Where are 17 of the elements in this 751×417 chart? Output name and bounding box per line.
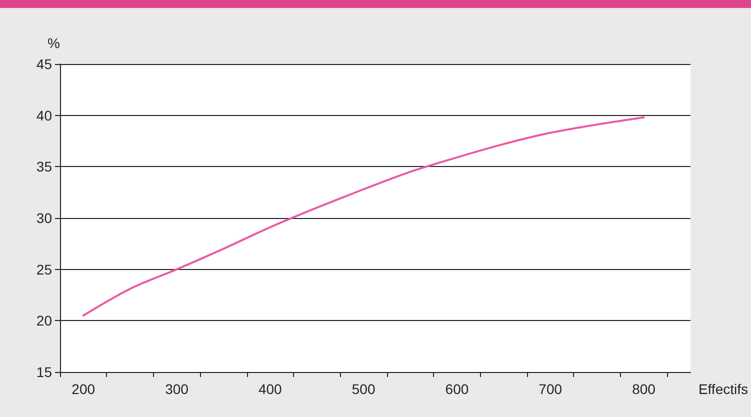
x-tick-label: 500 — [352, 381, 376, 397]
y-tick-label: 25 — [36, 261, 52, 278]
x-tick-label: 600 — [445, 381, 469, 397]
y-tick-label: 20 — [36, 312, 52, 329]
x-tick-label: 700 — [538, 381, 562, 397]
y-axis-title: % — [48, 35, 60, 51]
line-series — [82, 116, 645, 317]
x-tick-label: 800 — [632, 381, 656, 397]
x-axis-title: Effectifs — [698, 381, 748, 397]
y-tick-label: 15 — [36, 364, 52, 380]
y-tick-label: 35 — [36, 158, 52, 175]
y-tick-label: 30 — [36, 210, 52, 226]
x-tick-label: 300 — [165, 381, 189, 397]
y-tick-label: 40 — [36, 107, 52, 124]
x-tick-label: 200 — [72, 381, 96, 397]
x-tick-label: 400 — [258, 381, 282, 397]
y-tick-label: 45 — [36, 56, 52, 72]
